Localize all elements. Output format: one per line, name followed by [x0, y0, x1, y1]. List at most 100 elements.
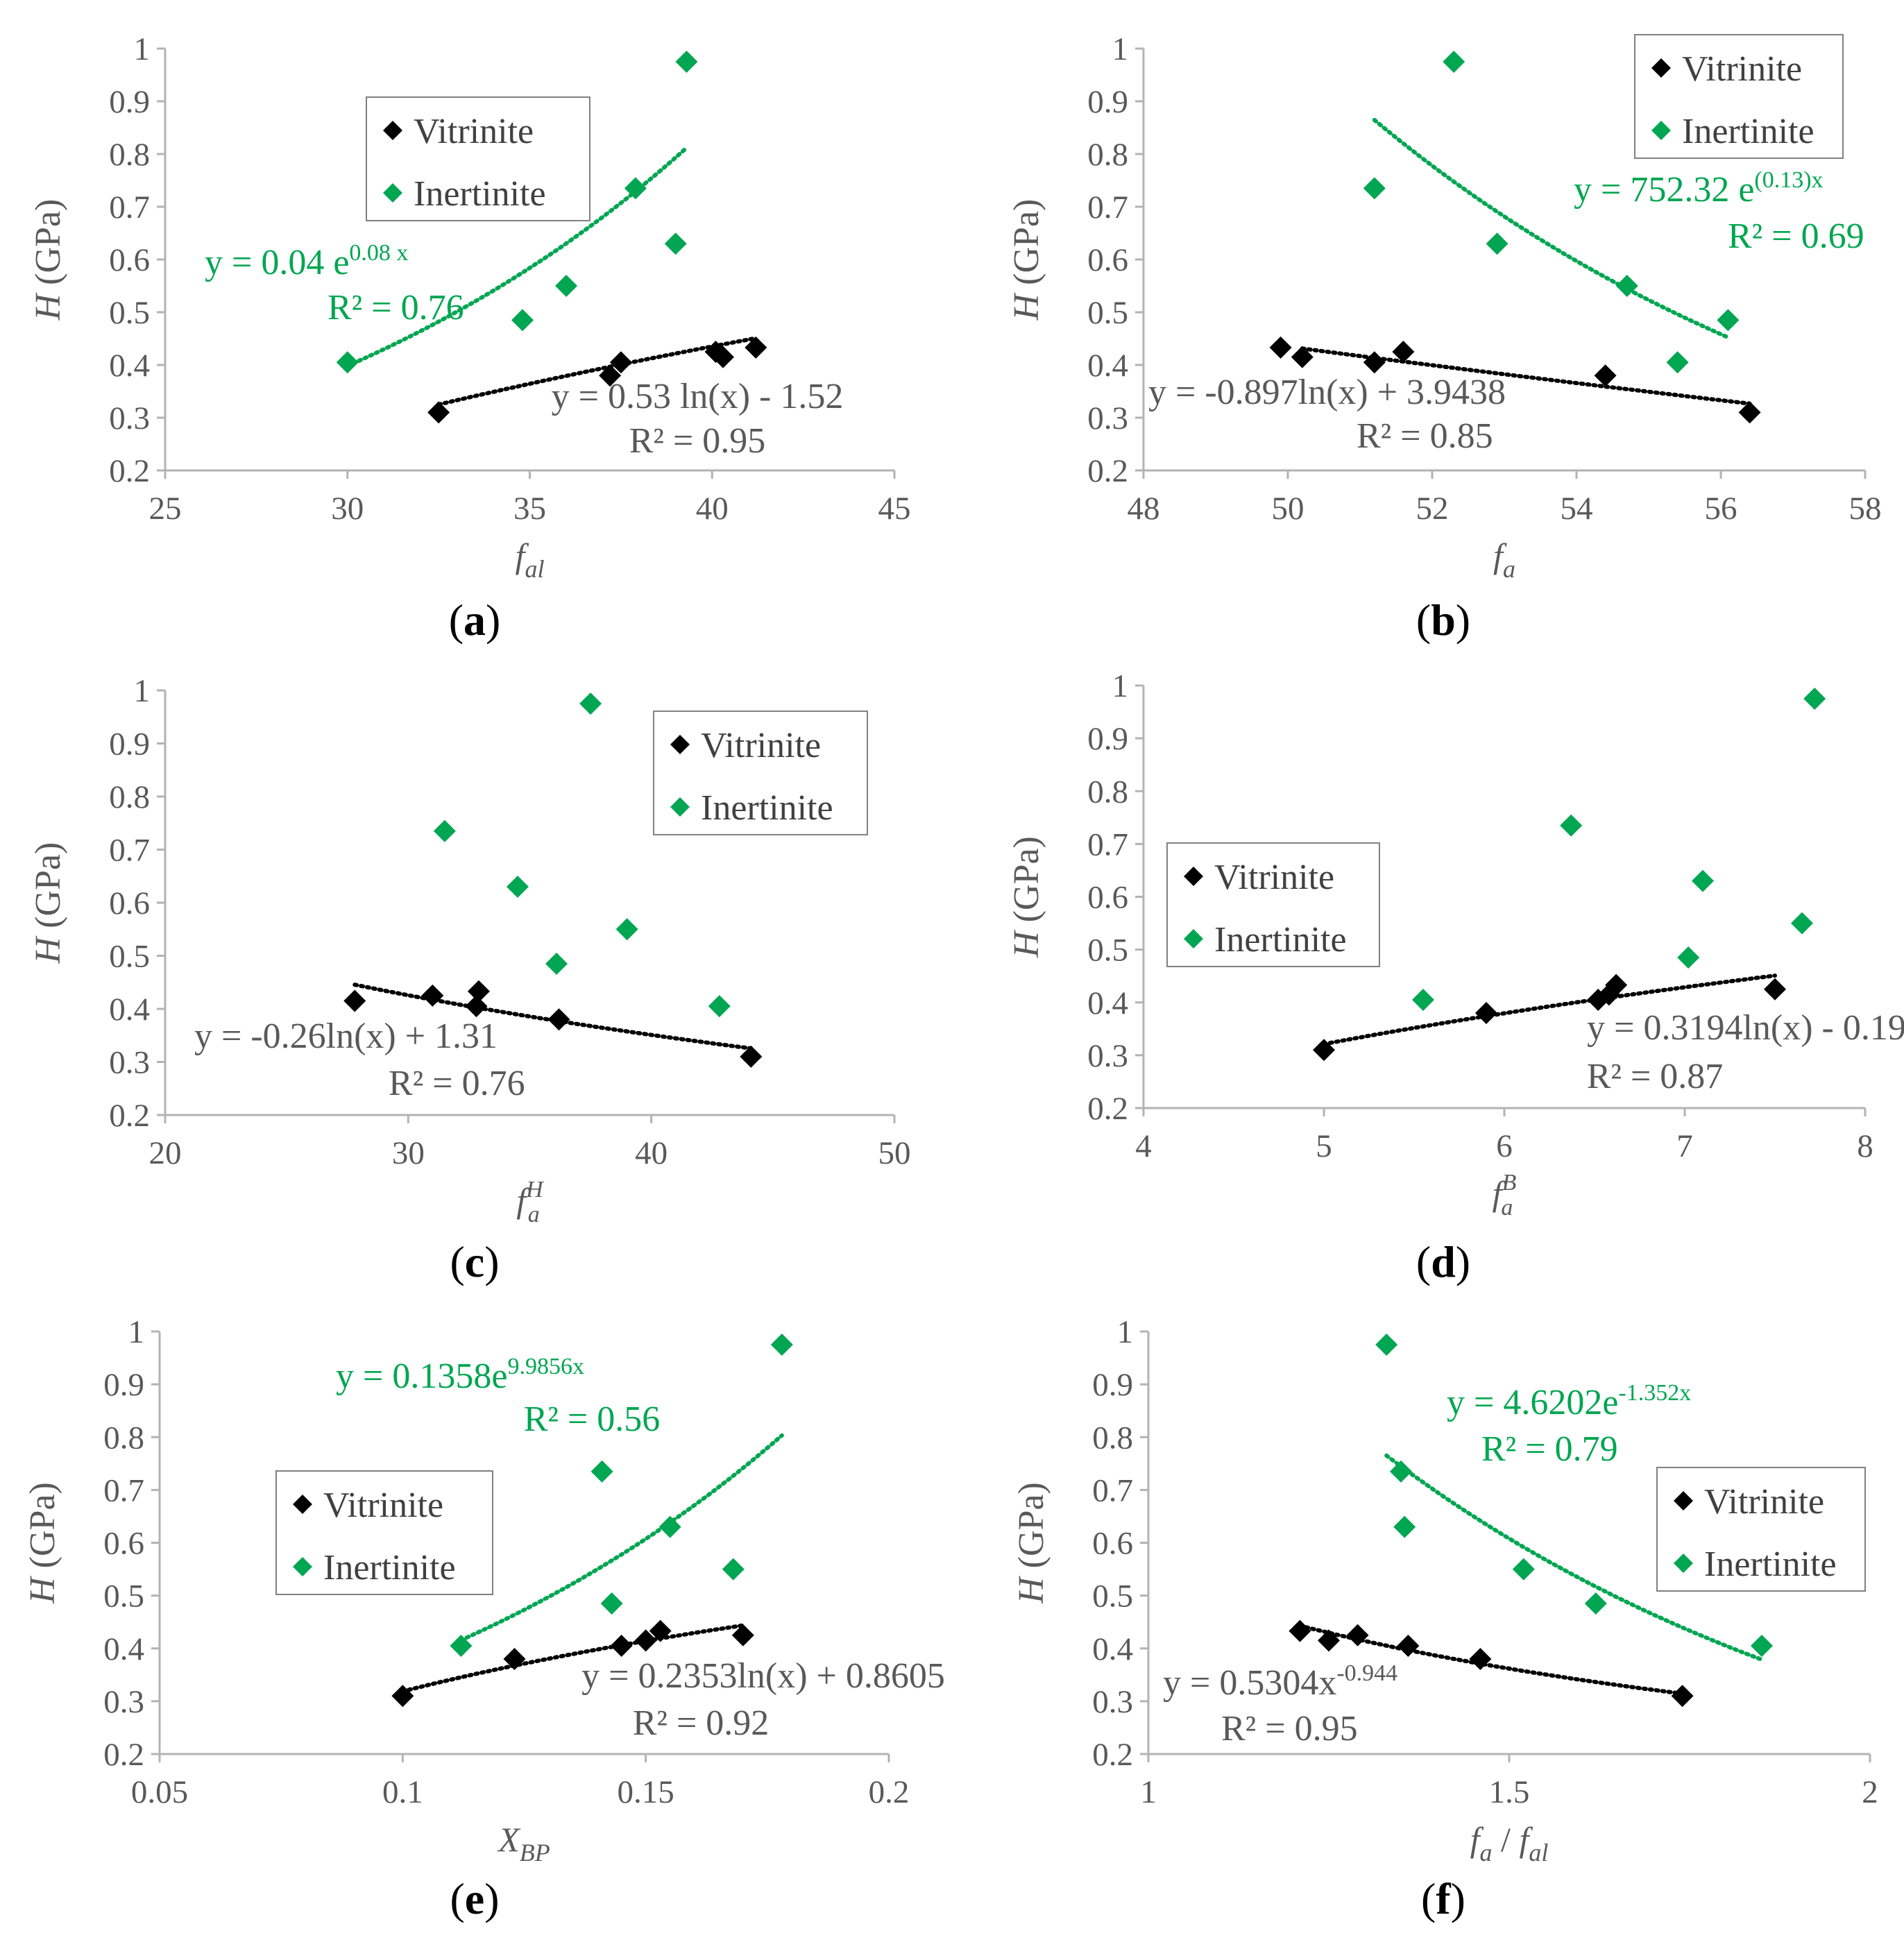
y-tick-label: 0.3 — [109, 1045, 150, 1081]
y-tick-label: 0.9 — [109, 84, 150, 120]
data-point-inertinite — [450, 1634, 473, 1657]
equation-vitrinite: y = 0.3194ln(x) - 0.1928 — [1587, 1008, 1904, 1048]
r-squared-vitrinite: R² = 0.95 — [629, 421, 766, 461]
data-point-inertinite — [1393, 1515, 1416, 1538]
data-point-vitrinite — [740, 1045, 763, 1068]
legend-marker-vitrinite — [1184, 867, 1203, 886]
x-tick-label: 52 — [1416, 491, 1449, 527]
data-point-vitrinite — [1318, 1629, 1340, 1652]
data-point-inertinite — [1443, 51, 1465, 73]
legend-marker-inertinite — [293, 1557, 312, 1576]
y-axis-label: H (GPa) — [1007, 199, 1046, 321]
data-point-inertinite — [506, 876, 529, 899]
equation-exponent: 0.08 x — [349, 240, 408, 266]
legend-marker-vitrinite — [1674, 1491, 1693, 1511]
legend-label-inertinite: Inertinite — [1704, 1545, 1837, 1584]
data-point-vitrinite — [1469, 1647, 1492, 1670]
data-point-vitrinite — [1475, 1001, 1497, 1024]
trendline-inertinite — [1384, 1453, 1764, 1662]
y-axis-label: H (GPa) — [28, 199, 68, 321]
x-tick-label: 0.1 — [382, 1774, 423, 1810]
y-tick-label: 0.5 — [1087, 295, 1128, 331]
y-axis-label: H (GPa) — [23, 1482, 62, 1604]
equation-main: y = -0.897ln(x) + 3.9438 — [1148, 373, 1506, 412]
y-tick-label: 0.2 — [1092, 1737, 1133, 1773]
equation-vitrinite: y = 0.2353ln(x) + 0.8605 — [581, 1656, 945, 1696]
panel-label-letter: a — [464, 595, 486, 645]
y-tick-label: 0.6 — [109, 885, 150, 921]
r-squared-vitrinite: R² = 0.76 — [389, 1064, 525, 1103]
panel-label: (d) — [1416, 1237, 1470, 1286]
data-point-inertinite — [600, 1592, 623, 1615]
data-point-inertinite — [615, 918, 638, 941]
data-point-vitrinite — [712, 346, 735, 368]
equation-main: y = 0.53 ln(x) - 1.52 — [552, 377, 844, 416]
x-axis-label-sub: BP — [520, 1839, 550, 1866]
chart-panel-c: 0.2 0.3 0.4 0.5 0.6 0.7 0.8 0.9 1 20 30 40 50 H (GPa)… — [28, 673, 911, 1286]
y-tick-label: 1 — [134, 673, 151, 709]
data-point-vitrinite — [1671, 1685, 1694, 1708]
y-tick-label: 0.6 — [1087, 880, 1128, 916]
equation-main: y = 0.3194ln(x) - 0.1928 — [1587, 1008, 1904, 1048]
panel-label-close: ) — [1456, 1237, 1470, 1286]
trendline-inertinite — [345, 146, 689, 368]
data-point-vitrinite — [465, 995, 488, 1018]
panel-label-letter: c — [465, 1237, 484, 1286]
x-axis-label-sub: a — [528, 1202, 540, 1227]
x-tick-label: 0.15 — [618, 1774, 674, 1810]
equation-main: y = 4.6202e — [1447, 1383, 1618, 1422]
y-tick-label: 0.9 — [1087, 721, 1128, 757]
panel-label-close: ) — [484, 1237, 499, 1286]
trendline-vitrinite — [436, 336, 758, 407]
y-tick-label: 0.9 — [1087, 84, 1128, 120]
panel-label-close: ) — [1456, 595, 1470, 645]
x-axis-label: fal — [516, 536, 545, 583]
y-axis-label-unit: (GPa) — [1007, 199, 1046, 294]
equation-inertinite: y = 4.6202e-1.352x — [1447, 1380, 1691, 1422]
data-point-vitrinite — [634, 1629, 657, 1652]
y-tick-label: 0.8 — [109, 779, 150, 815]
data-point-inertinite — [1791, 912, 1813, 935]
trendline-vitrinite — [1298, 1624, 1685, 1696]
y-axis-label-unit: (GPa) — [1007, 836, 1046, 931]
panel-label: (b) — [1416, 595, 1470, 645]
legend-marker-inertinite — [1651, 121, 1671, 140]
r-squared-inertinite: R² = 0.69 — [1728, 216, 1864, 256]
legend-marker-vitrinite — [1651, 58, 1671, 78]
y-tick-label: 0.8 — [103, 1420, 144, 1456]
data-point-vitrinite — [1605, 973, 1628, 996]
data-point-inertinite — [675, 51, 698, 73]
data-point-inertinite — [1584, 1592, 1607, 1615]
data-point-vitrinite — [503, 1647, 526, 1670]
y-tick-label: 1 — [1112, 31, 1129, 67]
y-tick-label: 0.4 — [1087, 985, 1128, 1021]
legend: Vitrinite Inertinite — [1656, 1467, 1866, 1592]
y-tick-label: 0.4 — [109, 992, 150, 1028]
equation-vitrinite: y = -0.26ln(x) + 1.31 — [194, 1016, 498, 1056]
x-tick-label: 8 — [1857, 1128, 1873, 1164]
data-point-inertinite — [1677, 946, 1700, 969]
equation-exponent: (0.13)x — [1754, 167, 1823, 193]
y-axis-label-unit: (GPa) — [28, 199, 68, 294]
data-point-vitrinite — [343, 989, 366, 1012]
data-point-vitrinite — [1738, 401, 1761, 424]
panel-label-letter: d — [1431, 1237, 1456, 1286]
legend: Vitrinite Inertinite — [653, 711, 868, 835]
data-point-vitrinite — [1594, 364, 1617, 387]
legend-label-vitrinite: Vitrinite — [1704, 1482, 1824, 1522]
data-point-vitrinite — [391, 1685, 414, 1708]
y-tick-label: 0.8 — [1092, 1420, 1133, 1456]
y-tick-label: 0.2 — [103, 1737, 144, 1773]
y-tick-label: 0.8 — [1087, 137, 1128, 173]
data-point-inertinite — [1363, 177, 1386, 200]
data-point-vitrinite — [1363, 351, 1386, 374]
data-point-inertinite — [1412, 988, 1434, 1011]
data-point-inertinite — [511, 309, 534, 332]
y-tick-label: 0.6 — [109, 242, 150, 278]
legend-marker-inertinite — [383, 183, 402, 203]
data-point-inertinite — [1375, 1334, 1398, 1356]
x-axis-label: fa / fal — [1470, 1820, 1549, 1866]
legend: Vitrinite Inertinite — [366, 96, 590, 221]
x-tick-label: 30 — [331, 491, 364, 527]
equation-inertinite: y = 0.04 e0.08 x — [205, 240, 408, 282]
